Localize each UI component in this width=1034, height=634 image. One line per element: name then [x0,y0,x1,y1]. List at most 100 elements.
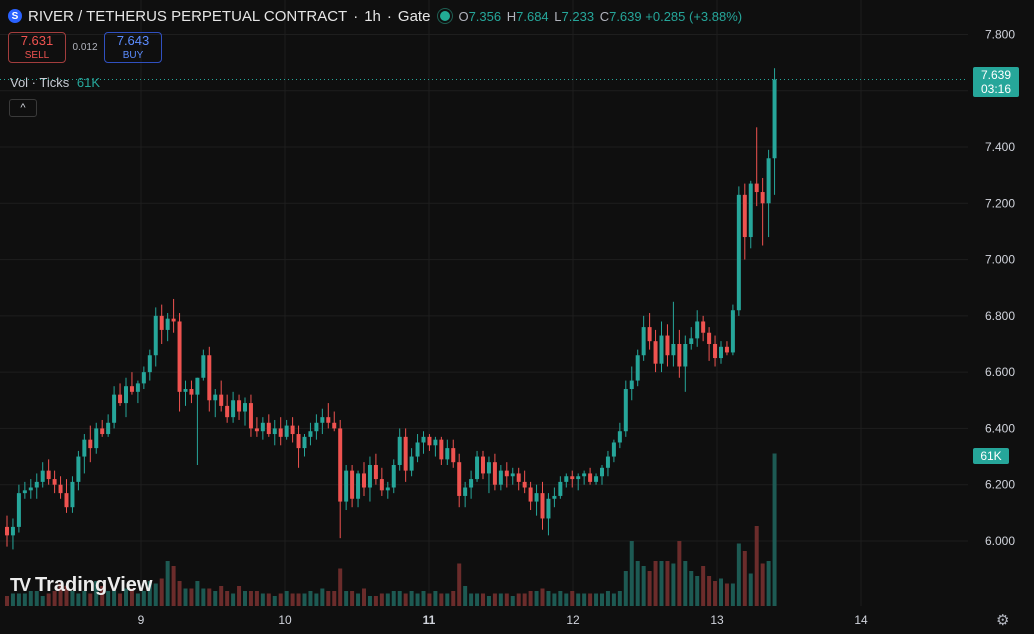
candle-body[interactable] [463,487,468,496]
candle-body[interactable] [576,476,581,480]
candle-body[interactable] [611,442,616,457]
candle-body[interactable] [248,403,253,429]
candle-body[interactable] [439,439,444,460]
candle-body[interactable] [195,377,200,395]
candle-body[interactable] [213,394,218,401]
candle-body[interactable] [546,498,551,519]
candle-body[interactable] [695,321,700,339]
candle-body[interactable] [52,479,57,485]
candle-body[interactable] [659,335,664,364]
candle-body[interactable] [600,467,604,477]
candle-body[interactable] [40,470,45,482]
candle-body[interactable] [106,422,111,435]
candle-body[interactable] [629,380,634,390]
candle-body[interactable] [34,481,39,488]
candle-body[interactable] [558,481,563,496]
candle-body[interactable] [278,428,283,437]
sell-button[interactable]: 7.631 SELL [8,32,66,63]
candle-body[interactable] [617,431,622,443]
candle-body[interactable] [10,526,15,536]
candle-body[interactable] [266,422,271,435]
candle-body[interactable] [5,526,9,536]
candle-body[interactable] [189,389,194,395]
candle-body[interactable] [129,386,134,392]
candle-body[interactable] [290,425,295,435]
candle-body[interactable] [748,183,753,238]
candle-body[interactable] [272,428,277,435]
candle-body[interactable] [82,439,87,457]
candle-body[interactable] [766,158,771,204]
interval[interactable]: 1h [364,7,381,25]
candle-body[interactable] [28,487,33,491]
candle-body[interactable] [730,310,735,353]
candle-body[interactable] [141,372,146,384]
candle-body[interactable] [373,464,378,480]
candle-body[interactable] [177,321,182,392]
candle-body[interactable] [124,386,128,404]
candle-body[interactable] [344,470,349,502]
buy-button[interactable]: 7.643 BUY [104,32,162,63]
settings-gear-icon[interactable]: ⚙ [996,612,1010,629]
candle-body[interactable] [623,389,628,432]
candle-body[interactable] [564,476,569,482]
candle-body[interactable] [653,341,658,364]
candle-body[interactable] [457,462,462,496]
candle-body[interactable] [207,355,212,401]
candle-body[interactable] [760,192,765,204]
tradingview-watermark[interactable]: TV TradingView [10,574,152,597]
candle-body[interactable] [379,479,384,491]
candle-body[interactable] [516,473,521,482]
candle-body[interactable] [88,439,93,449]
candle-body[interactable] [356,473,361,499]
candle-body[interactable] [308,431,313,437]
candle-body[interactable] [504,470,509,477]
candle-body[interactable] [362,473,366,488]
candle-body[interactable] [296,434,301,449]
candle-body[interactable] [510,473,515,477]
candle-body[interactable] [314,422,319,432]
candle-body[interactable] [588,473,593,482]
candle-body[interactable] [498,470,503,485]
candle-body[interactable] [486,462,491,474]
candle-body[interactable] [647,327,652,342]
candle-body[interactable] [724,346,729,353]
candle-body[interactable] [594,476,599,482]
candle-body[interactable] [481,456,485,474]
candle-body[interactable] [94,428,99,449]
candle-body[interactable] [534,493,539,502]
candle-body[interactable] [540,493,545,519]
candle-body[interactable] [159,315,164,330]
candle-body[interactable] [427,436,432,446]
candle-body[interactable] [243,403,247,412]
candle-body[interactable] [415,442,420,457]
candle-body[interactable] [70,481,75,508]
candle-body[interactable] [219,394,224,406]
candle-body[interactable] [582,473,587,477]
candle-body[interactable] [350,470,355,499]
candle-body[interactable] [302,436,307,449]
candle-body[interactable] [16,493,21,527]
candle-body[interactable] [320,417,325,423]
candle-body[interactable] [326,417,331,423]
candle-body[interactable] [112,394,117,423]
candle-body[interactable] [338,428,343,502]
candle-body[interactable] [522,481,527,488]
candle-body[interactable] [153,315,158,356]
symbol-name[interactable]: RIVER / TETHERUS PERPETUAL CONTRACT [28,7,348,25]
candle-body[interactable] [118,394,123,404]
candle-body[interactable] [701,321,706,333]
candle-body[interactable] [552,495,557,499]
collapse-legend-button[interactable]: ^ [9,99,37,117]
candle-body[interactable] [742,194,747,238]
candle-body[interactable] [254,428,259,432]
candle-body[interactable] [231,400,236,418]
candle-body[interactable] [635,355,640,381]
candle-body[interactable] [605,456,610,468]
candle-body[interactable] [528,487,533,502]
candle-body[interactable] [22,490,27,494]
candle-body[interactable] [237,400,242,412]
candle-body[interactable] [147,355,152,373]
candle-body[interactable] [165,318,170,330]
candle-body[interactable] [367,464,372,488]
candle-body[interactable] [641,327,646,356]
